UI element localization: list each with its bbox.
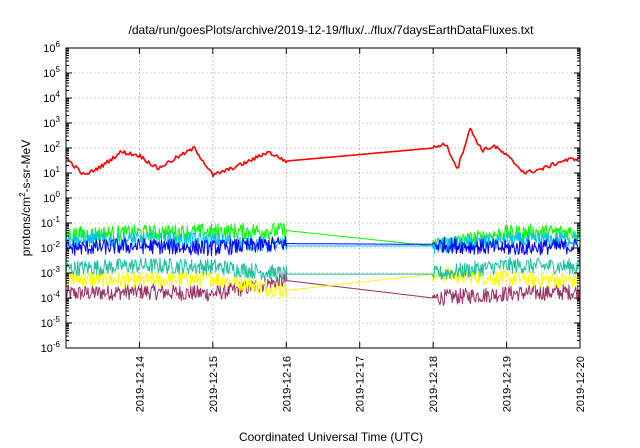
y-tick-label: 106 (43, 40, 60, 55)
x-tick-label: 2019-12-17 (355, 356, 367, 412)
y-tick-exponent: -2 (53, 240, 61, 249)
y-tick-label: 10-6 (41, 340, 61, 355)
y-axis: 10-610-510-410-310-210-11001011021031041… (41, 40, 580, 355)
y-tick-label: 103 (43, 115, 60, 130)
y-tick-base: 10 (41, 318, 53, 330)
x-axis: 2019-12-14 2019-12-15 2019-12-16 2019-12-17… (134, 48, 587, 412)
series-layer (65, 127, 581, 306)
y-tick-base: 10 (43, 143, 55, 155)
y-axis-label-superscript: 2 (18, 192, 27, 197)
y-tick-label: 104 (43, 90, 60, 105)
y-tick-label: 10-1 (41, 215, 61, 230)
series-line (65, 257, 581, 282)
y-tick-base: 10 (43, 93, 55, 105)
y-tick-base: 10 (41, 218, 53, 230)
y-tick-label: 10-5 (41, 315, 61, 330)
y-tick-base: 10 (41, 268, 53, 280)
x-axis-label: Coordinated Universal Time (UTC) (239, 430, 423, 444)
x-tick-label: 2019-12-15 (208, 356, 220, 412)
y-tick-label: 10-4 (41, 290, 61, 305)
y-tick-exponent: 4 (56, 90, 61, 99)
y-tick-base: 10 (43, 168, 55, 180)
y-tick-base: 10 (41, 343, 53, 355)
series-line (65, 127, 581, 178)
y-tick-exponent: 5 (56, 65, 61, 74)
y-axis-label-main: protons/cm (19, 197, 33, 256)
x-tick-label: 2019-12-16 (281, 356, 293, 412)
chart-title: /data/run/goesPlots/archive/2019-12-19/f… (129, 23, 535, 37)
y-tick-exponent: -4 (53, 290, 61, 299)
y-tick-label: 10-3 (41, 265, 61, 280)
series-line (65, 266, 581, 298)
y-tick-label: 10-2 (41, 240, 61, 255)
y-tick-label: 102 (43, 140, 60, 155)
y-tick-base: 10 (41, 293, 53, 305)
series-line (65, 222, 581, 252)
y-axis-label-tail: -s-sr-MeV (19, 140, 33, 193)
y-tick-exponent: -1 (53, 215, 61, 224)
y-tick-base: 10 (43, 43, 55, 55)
x-tick-label: 2019-12-20 (575, 356, 587, 412)
y-tick-exponent: -3 (53, 265, 61, 274)
y-tick-exponent: 2 (56, 140, 61, 149)
y-tick-base: 10 (43, 118, 55, 130)
y-tick-base: 10 (43, 193, 55, 205)
y-tick-exponent: 0 (56, 190, 61, 199)
y-tick-exponent: -6 (53, 340, 61, 349)
y-tick-exponent: 6 (56, 40, 61, 49)
series-line (65, 272, 581, 306)
y-tick-base: 10 (41, 243, 53, 255)
y-axis-label: protons/cm2-s-sr-MeV (18, 140, 33, 256)
y-tick-label: 105 (43, 65, 60, 80)
x-tick-label: 2019-12-14 (134, 356, 146, 412)
x-tick-label: 2019-12-19 (502, 356, 514, 412)
y-tick-label: 100 (43, 190, 60, 205)
y-tick-base: 10 (43, 68, 55, 80)
y-tick-label: 101 (43, 165, 60, 180)
x-tick-label: 2019-12-18 (428, 356, 440, 412)
y-tick-exponent: 3 (56, 115, 61, 124)
y-tick-exponent: -5 (53, 315, 61, 324)
series-line (65, 236, 581, 257)
y-tick-exponent: 1 (56, 165, 61, 174)
grid (66, 48, 580, 348)
